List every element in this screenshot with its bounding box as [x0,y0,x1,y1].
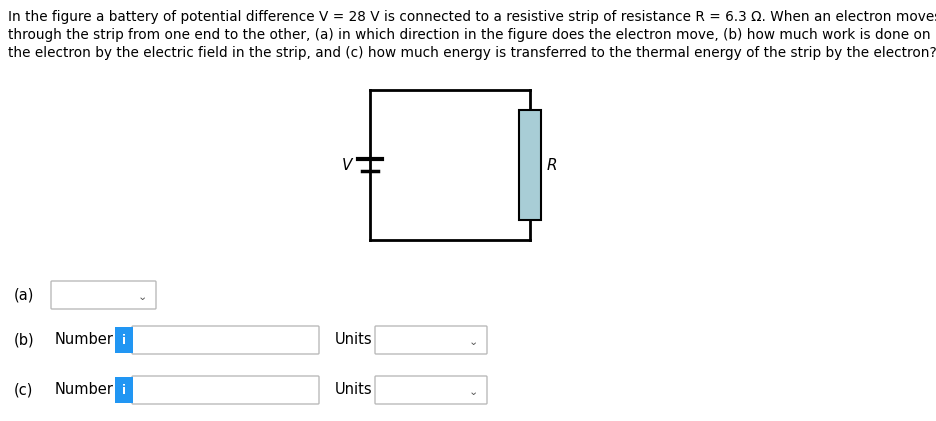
Text: Number: Number [55,383,114,397]
Text: ⌄: ⌄ [469,337,478,347]
Text: i: i [122,333,126,346]
Text: Units: Units [335,333,373,347]
Text: (a): (a) [14,288,35,303]
Bar [519,110,541,220]
FancyBboxPatch shape [132,376,319,404]
FancyBboxPatch shape [132,326,319,354]
Bar [115,327,133,353]
Text: the electron by the electric field in the strip, and (c) how much energy is tran: the electron by the electric field in th… [8,46,936,60]
Text: R: R [547,157,558,173]
Text: (b): (b) [14,333,35,347]
Text: Number: Number [55,333,114,347]
Text: ⌄: ⌄ [469,387,478,397]
Text: through the strip from one end to the other, (a) in which direction in the figur: through the strip from one end to the ot… [8,28,930,42]
Text: (c): (c) [14,383,34,397]
FancyBboxPatch shape [51,281,156,309]
Bar [115,377,133,403]
Text: i: i [122,384,126,397]
FancyBboxPatch shape [375,326,487,354]
Text: V: V [342,157,352,173]
Text: ⌄: ⌄ [138,292,147,302]
FancyBboxPatch shape [375,376,487,404]
Text: Units: Units [335,383,373,397]
Text: In the figure a battery of potential difference V = 28 V is connected to a resis: In the figure a battery of potential dif… [8,10,936,24]
